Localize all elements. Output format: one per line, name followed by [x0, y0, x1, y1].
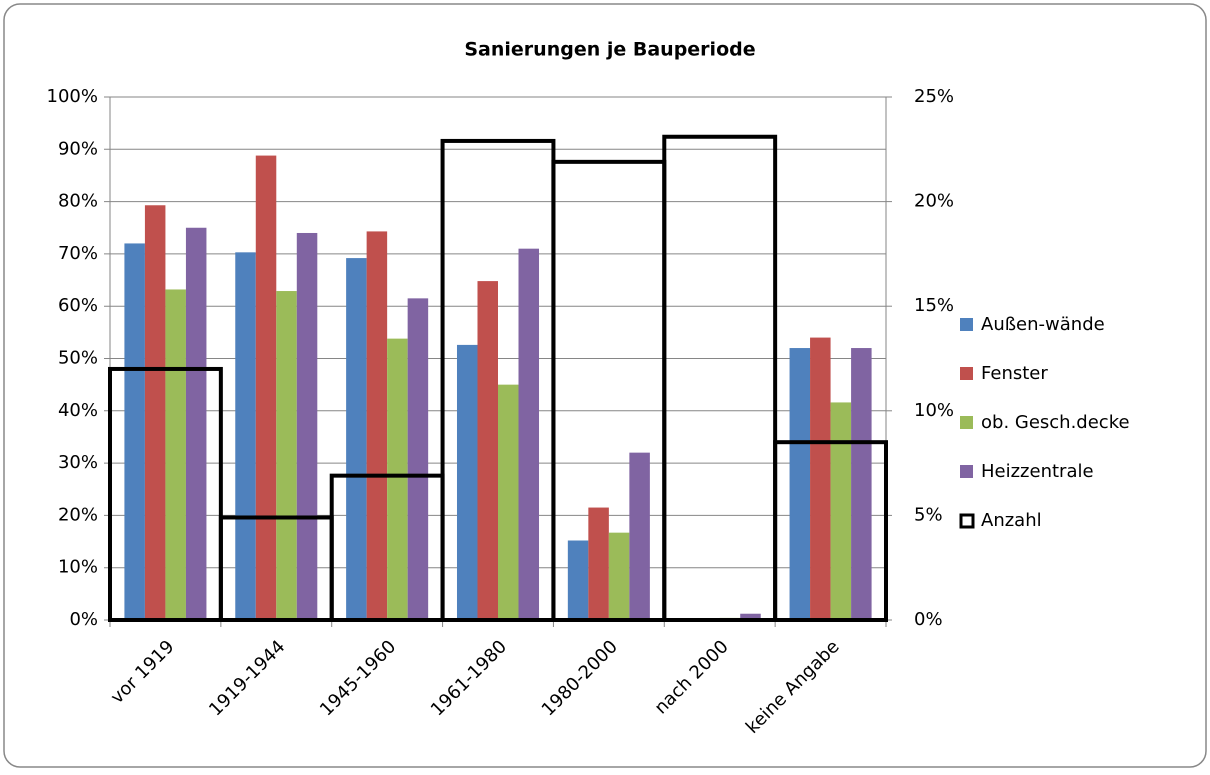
bar	[346, 258, 367, 620]
y-tick-label: 10%	[58, 557, 98, 578]
bar	[387, 338, 408, 620]
bar	[144, 205, 166, 621]
y-tick-label: 30%	[58, 452, 98, 473]
bar	[608, 532, 630, 620]
chart-title: Sanierungen je Bauperiode	[464, 39, 755, 61]
legend-label: Fenster	[981, 363, 1048, 384]
legend-label: Außen-wände	[981, 314, 1105, 335]
y-tick-label: 80%	[58, 191, 98, 212]
bar	[810, 337, 831, 620]
y-tick-label: 0%	[69, 609, 98, 630]
y-tick-label: 40%	[58, 400, 98, 421]
y-tick-label: 20%	[58, 504, 98, 525]
y2-tick-label: 15%	[914, 295, 954, 316]
bar	[830, 402, 852, 620]
legend-label: Anzahl	[981, 510, 1042, 531]
bar	[740, 613, 761, 620]
y2-tick-label: 25%	[914, 86, 954, 107]
legend-label: Heizzentrale	[981, 461, 1094, 482]
bar	[407, 298, 429, 620]
y-tick-label: 70%	[58, 243, 98, 264]
bar	[235, 252, 256, 620]
legend-swatch	[960, 465, 973, 478]
y-tick-label: 60%	[58, 295, 98, 316]
y2-tick-label: 5%	[914, 504, 943, 525]
bar	[296, 232, 318, 621]
y-tick-label: 50%	[58, 348, 98, 369]
bar	[477, 281, 498, 620]
bar	[124, 243, 145, 620]
outline-bar	[108, 366, 223, 622]
bar	[165, 289, 186, 620]
y2-tick-label: 20%	[914, 191, 954, 212]
y-tick-label: 100%	[47, 86, 98, 107]
outline-bar	[773, 440, 889, 622]
y-tick-label: 90%	[58, 138, 98, 159]
bar	[567, 540, 589, 620]
bar	[366, 231, 388, 620]
y2-tick-label: 0%	[914, 609, 943, 630]
legend-swatch	[960, 367, 973, 380]
bar	[789, 348, 811, 620]
y2-tick-label: 10%	[914, 400, 954, 421]
bar	[629, 452, 650, 620]
bar	[588, 507, 609, 620]
bar	[498, 384, 519, 620]
bar	[255, 155, 277, 621]
bar	[185, 227, 207, 620]
bar	[276, 291, 297, 620]
bar	[851, 348, 872, 620]
legend-swatch	[959, 513, 975, 529]
legend-label: ob. Gesch.decke	[981, 412, 1130, 433]
outline-bar	[662, 134, 778, 623]
legend-swatch	[960, 318, 973, 331]
bar	[456, 344, 478, 620]
legend-swatch	[960, 416, 973, 429]
bar	[518, 248, 540, 621]
